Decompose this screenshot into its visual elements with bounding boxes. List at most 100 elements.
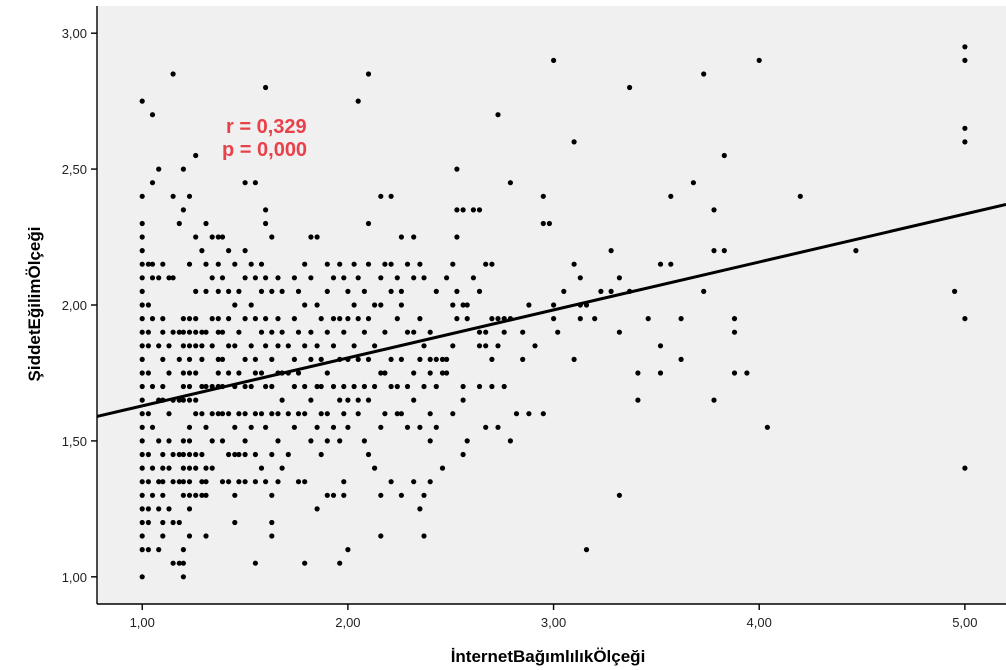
data-point — [215, 329, 221, 335]
data-point — [318, 356, 324, 362]
data-point — [139, 397, 145, 403]
data-point — [160, 451, 166, 458]
data-point — [180, 574, 186, 580]
data-point — [483, 424, 489, 430]
data-point — [215, 234, 221, 240]
data-point — [139, 492, 145, 498]
data-point — [394, 316, 400, 322]
data-point — [279, 329, 285, 335]
data-point — [139, 234, 145, 240]
data-point — [394, 275, 400, 281]
data-point — [180, 383, 186, 390]
data-point — [378, 302, 384, 308]
data-point — [427, 479, 433, 485]
data-point — [258, 329, 265, 335]
data-point — [330, 343, 337, 349]
data-point — [555, 329, 561, 335]
data-point — [186, 356, 193, 362]
data-point — [417, 316, 423, 322]
data-point — [176, 220, 182, 227]
data-point — [388, 193, 394, 199]
x-axis-title: İnternetBağımlılıkÖlçeği — [451, 647, 646, 666]
data-point — [657, 343, 664, 349]
data-point — [219, 356, 226, 362]
data-point — [180, 343, 186, 349]
data-point — [199, 451, 205, 458]
data-point — [170, 329, 176, 335]
data-point — [489, 261, 495, 267]
data-point — [203, 465, 209, 471]
data-point — [248, 383, 254, 390]
data-point — [226, 479, 232, 485]
data-point — [186, 533, 193, 539]
data-point — [417, 506, 423, 512]
data-point — [279, 397, 285, 403]
data-point — [186, 343, 193, 349]
data-point — [411, 370, 417, 376]
data-point — [263, 84, 269, 91]
data-point — [166, 343, 172, 349]
data-point — [355, 411, 361, 417]
data-point — [324, 261, 330, 267]
data-point — [199, 329, 205, 335]
data-point — [464, 438, 470, 444]
data-point — [616, 492, 623, 498]
data-point — [186, 479, 193, 485]
data-point — [145, 302, 151, 308]
data-point — [361, 438, 367, 444]
data-point — [139, 98, 145, 104]
data-point — [180, 329, 186, 335]
data-point — [341, 383, 347, 390]
data-point — [526, 302, 532, 308]
data-point — [355, 316, 361, 322]
data-point — [215, 370, 221, 376]
data-point — [139, 519, 145, 526]
data-point — [269, 383, 275, 390]
data-point — [139, 533, 145, 539]
data-point — [186, 193, 193, 199]
data-point — [180, 451, 186, 458]
data-point — [226, 248, 232, 254]
data-point — [476, 383, 483, 390]
data-point — [341, 275, 347, 281]
data-point — [149, 424, 156, 430]
data-point — [193, 288, 199, 294]
data-point — [285, 343, 291, 349]
data-point — [318, 383, 324, 390]
data-point — [388, 383, 394, 390]
data-point — [551, 302, 557, 308]
data-point — [489, 356, 495, 362]
data-point — [314, 424, 320, 430]
data-point — [513, 411, 520, 417]
data-point — [365, 220, 372, 227]
data-point — [351, 343, 357, 349]
data-point — [411, 479, 417, 485]
data-point — [417, 356, 423, 362]
data-point — [571, 261, 577, 267]
data-point — [248, 343, 254, 349]
data-point — [156, 506, 162, 512]
data-point — [756, 57, 762, 64]
data-point — [577, 275, 583, 281]
data-point — [365, 397, 372, 403]
data-point — [160, 533, 166, 539]
data-point — [226, 451, 232, 458]
data-point — [476, 343, 483, 349]
data-point — [450, 261, 456, 267]
data-point — [226, 343, 232, 349]
data-point — [139, 316, 145, 322]
data-point — [176, 519, 182, 526]
data-point — [285, 451, 291, 458]
data-point — [275, 479, 281, 485]
data-point — [295, 329, 302, 335]
data-point — [269, 288, 275, 294]
data-point — [454, 166, 460, 172]
data-point — [378, 424, 384, 430]
data-point — [160, 519, 166, 526]
data-point — [657, 261, 664, 267]
data-point — [398, 302, 404, 308]
data-point — [341, 329, 347, 335]
data-point — [193, 329, 199, 335]
data-point — [460, 302, 466, 308]
data-point — [411, 234, 417, 240]
